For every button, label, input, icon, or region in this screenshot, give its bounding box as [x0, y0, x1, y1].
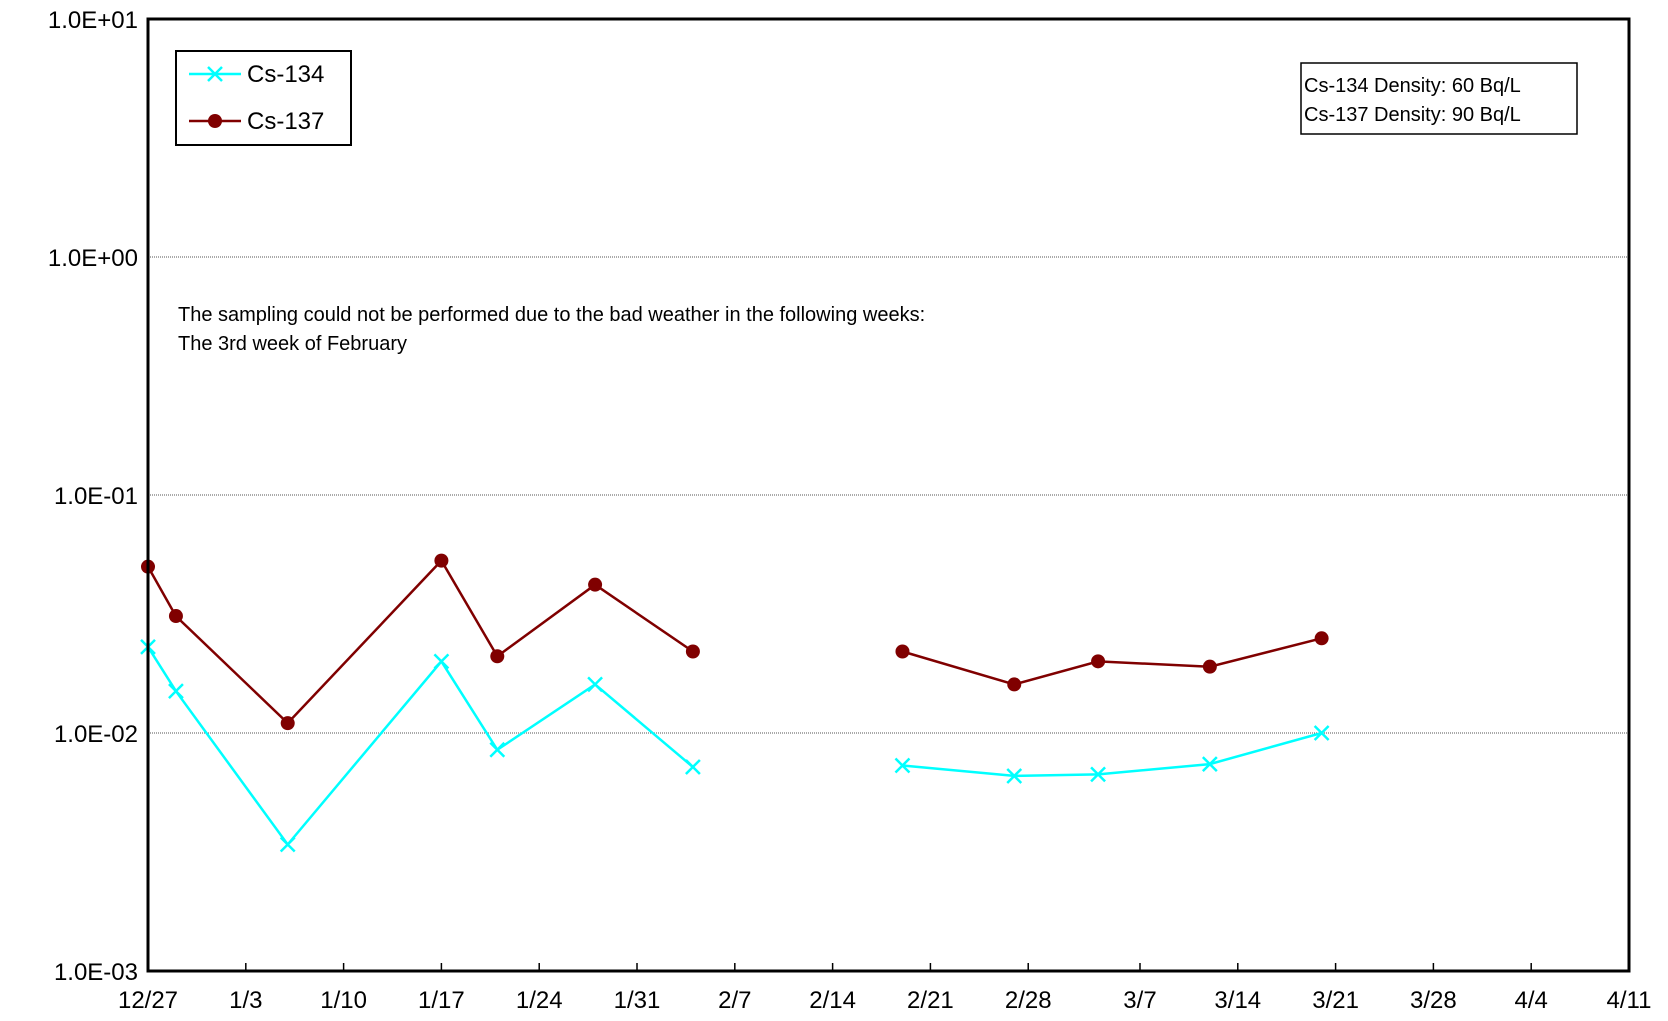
- series-cs137-point: [1314, 631, 1329, 646]
- series-cs137-point: [280, 716, 295, 731]
- x-tick-label: 3/7: [1123, 987, 1156, 1014]
- x-tick-label: 4/4: [1515, 987, 1548, 1014]
- series-cs134-point: [489, 741, 506, 758]
- x-tick-label: 3/28: [1410, 987, 1457, 1014]
- series-cs134-point: [894, 757, 911, 774]
- legend-cs134-marker: [207, 66, 223, 82]
- series-layer: [140, 553, 1330, 853]
- legend-cs134-label: Cs-134: [247, 61, 324, 88]
- series-cs134-point: [168, 683, 184, 699]
- x-tick-label: 1/10: [320, 987, 367, 1014]
- series-cs137-point: [895, 644, 910, 659]
- series-cs137-point: [1007, 677, 1022, 692]
- y-axis-tick-labels: 1.0E+01 1.0E+00 1.0E-01 1.0E-02 1.0E-03: [48, 7, 138, 986]
- sampling-note-line2: The 3rd week of February: [178, 333, 407, 355]
- grid-lines: [148, 256, 1629, 734]
- legend-box: [175, 50, 352, 146]
- y-tick-label: 1.0E+00: [48, 245, 138, 272]
- series-cs137-point: [588, 577, 603, 592]
- plot-area-border: [146, 17, 1631, 973]
- density-cs134-text: Cs-134 Density: 60 Bq/L: [1304, 75, 1521, 97]
- series-cs134-point: [1201, 756, 1218, 773]
- series-cs137-point: [1091, 654, 1106, 669]
- series-cs134-point: [1006, 768, 1023, 784]
- series-cs134-point: [685, 759, 701, 775]
- y-tick-label: 1.0E-02: [54, 721, 138, 748]
- series-cs134-point: [1313, 725, 1330, 741]
- x-tick-label: 2/14: [809, 987, 856, 1014]
- sampling-note-line1: The sampling could not be performed due …: [178, 304, 925, 326]
- x-tick-label: 1/17: [418, 987, 465, 1014]
- x-tick-label: 1/3: [229, 987, 262, 1014]
- density-box: [1300, 62, 1578, 135]
- series-cs137-point: [490, 649, 505, 664]
- x-tick-label: 2/21: [907, 987, 954, 1014]
- x-tick-label: 2/7: [718, 987, 751, 1014]
- series-cs134-point: [587, 676, 603, 693]
- x-tick-label: 1/31: [614, 987, 661, 1014]
- series-cs137-point: [1202, 659, 1217, 674]
- x-tick-label: 4/11: [1607, 987, 1652, 1014]
- y-tick-label: 1.0E+01: [48, 7, 138, 34]
- legend: Cs-134 Cs-137: [175, 50, 352, 146]
- y-tick-label: 1.0E-03: [54, 959, 138, 986]
- series-cs137-point: [168, 609, 183, 624]
- x-tick-label: 1/24: [516, 987, 563, 1014]
- series-cs137-point: [434, 553, 449, 568]
- x-tick-label: 12/27: [118, 987, 178, 1014]
- series-cs134-point: [1090, 766, 1106, 783]
- x-axis-tick-labels: 12/27 1/3 1/10 1/17 1/24 1/31 2/7 2/14 2/21 2/28 3…: [118, 963, 1652, 1014]
- series-cs134-point: [279, 836, 296, 853]
- legend-cs137-label: Cs-137: [247, 108, 324, 135]
- density-cs137-text: Cs-137 Density: 90 Bq/L: [1304, 104, 1521, 126]
- y-tick-label: 1.0E-01: [54, 483, 138, 510]
- x-tick-label: 2/28: [1005, 987, 1052, 1014]
- series-cs137-point: [685, 644, 700, 659]
- x-tick-label: 3/21: [1312, 987, 1359, 1014]
- density-annotation: Cs-134 Density: 60 Bq/L Cs-137 Density: …: [1300, 62, 1578, 135]
- series-cs134-point: [433, 653, 450, 670]
- x-tick-label: 3/14: [1214, 987, 1261, 1014]
- legend-cs137-marker: [208, 114, 222, 128]
